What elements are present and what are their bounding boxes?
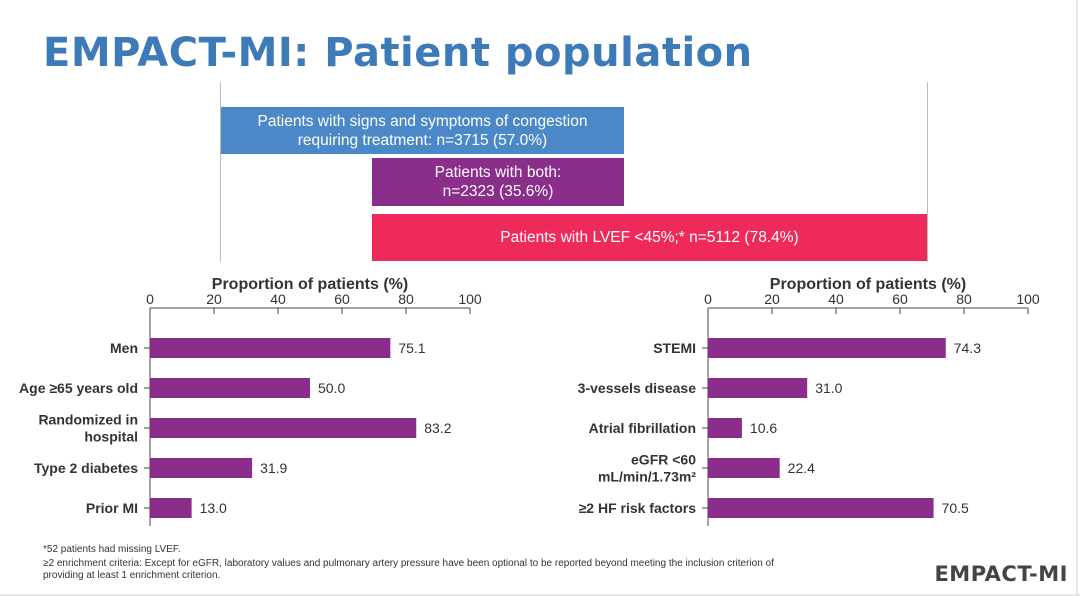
congestion-line-1: Patients with signs and symptoms of cong… — [257, 112, 588, 130]
right-category-label-line: Atrial fibrillation — [589, 420, 696, 436]
right-bar-chart: Proportion of patients (%) 0 20 40 60 80 100 7… — [540, 276, 1080, 526]
left-value-label: 13.0 — [200, 500, 227, 516]
right-tick-label: 100 — [1016, 291, 1040, 307]
left-category-label: Men — [110, 340, 138, 356]
left-category-label: Prior MI — [86, 500, 138, 516]
page-title: EMPACT-MI: Patient population — [43, 30, 753, 76]
left-chart-title: Proportion of patients (%) — [211, 276, 409, 293]
right-value-label: 10.6 — [750, 420, 777, 436]
brand-logo: EMPACT-MI — [934, 562, 1068, 586]
right-tick-label: 60 — [892, 291, 908, 307]
right-chart-title: Proportion of patients (%) — [769, 276, 967, 293]
left-category-label-line: Randomized in — [38, 412, 138, 428]
right-bar — [708, 498, 934, 518]
left-value-label: 50.0 — [318, 380, 345, 396]
right-bar — [708, 338, 946, 358]
right-tick-label: 0 — [704, 291, 712, 307]
right-category-label: eGFR <60 mL/min/1.73m² — [598, 452, 696, 485]
right-tick-label: 20 — [764, 291, 780, 307]
left-category-label: Age ≥65 years old — [19, 380, 138, 396]
right-category-label: 3-vessels disease — [578, 380, 697, 396]
footnote-enrichment-2: providing at least 1 enrichment criterio… — [43, 570, 221, 581]
left-category-label: Randomized in hospital — [38, 412, 138, 445]
left-value-label: 31.9 — [260, 460, 287, 476]
left-category-label-line: Age ≥65 years old — [19, 380, 138, 396]
right-value-label: 70.5 — [942, 500, 969, 516]
left-tick-label: 60 — [334, 291, 350, 307]
right-category-label: ≥2 HF risk factors — [579, 500, 697, 516]
both-population-box: Patients with both: n=2323 (35.6%) — [372, 158, 624, 206]
left-tick-label: 0 — [146, 291, 154, 307]
right-bar — [708, 458, 780, 478]
left-bar-chart: Proportion of patients (%) 0 20 40 60 80 100 7… — [0, 276, 540, 526]
right-tick-label: 80 — [956, 291, 972, 307]
right-value-label: 31.0 — [815, 380, 842, 396]
left-value-label: 83.2 — [424, 420, 451, 436]
right-category-label-line: ≥2 HF risk factors — [579, 500, 697, 516]
left-tick-label: 80 — [398, 291, 414, 307]
both-line-2: n=2323 (35.6%) — [442, 183, 554, 200]
right-category-label: STEMI — [653, 340, 696, 356]
right-category-label-line: STEMI — [653, 340, 696, 356]
left-category-label-line: Prior MI — [86, 500, 138, 516]
left-category-label: Type 2 diabetes — [34, 460, 138, 476]
lvef-population-box: Patients with LVEF <45%;* n=5112 (78.4%) — [372, 214, 927, 261]
left-category-label-line: Type 2 diabetes — [34, 460, 138, 476]
right-bar — [708, 418, 742, 438]
left-category-label-line: Men — [110, 340, 138, 356]
congestion-left-guide — [220, 82, 221, 262]
left-bar — [150, 498, 192, 518]
right-value-label: 22.4 — [788, 460, 815, 476]
right-tick-label: 40 — [828, 291, 844, 307]
slide-edge — [1076, 0, 1078, 596]
right-category-label-line: mL/min/1.73m² — [598, 469, 696, 485]
lvef-right-guide — [927, 82, 928, 262]
left-bar — [150, 338, 391, 358]
right-category-label: Atrial fibrillation — [589, 420, 696, 436]
congestion-line-2: requiring treatment: n=3715 (57.0%) — [297, 131, 548, 149]
left-tick-label: 40 — [270, 291, 286, 307]
right-category-label-line: 3-vessels disease — [578, 380, 697, 396]
left-value-label: 75.1 — [398, 340, 425, 356]
footnote-enrichment-1: ≥2 enrichment criteria: Except for eGFR,… — [43, 558, 774, 569]
left-chart-svg: 0 20 40 60 80 100 75.1 Men 50.0 Age ≥65 years old… — [19, 291, 482, 526]
right-chart-svg: 0 20 40 60 80 100 74.3 STEMI 31.0 3-vessels disea… — [578, 291, 1040, 526]
left-tick-label: 100 — [458, 291, 482, 307]
left-bar — [150, 418, 417, 438]
left-tick-label: 20 — [206, 291, 222, 307]
congestion-population-box: Patients with signs and symptoms of cong… — [221, 107, 624, 154]
left-bar — [150, 458, 253, 478]
both-line-1: Patients with both: — [434, 164, 562, 181]
slide-bottom-edge — [0, 594, 1080, 596]
left-bar — [150, 378, 310, 398]
right-value-label: 74.3 — [954, 340, 981, 356]
left-category-label-line: hospital — [84, 429, 138, 445]
right-category-label-line: eGFR <60 — [631, 452, 696, 468]
right-bar — [708, 378, 808, 398]
footnote-missing-lvef: *52 patients had missing LVEF. — [43, 544, 181, 555]
lvef-line-1: Patients with LVEF <45%;* n=5112 (78.4%) — [500, 229, 799, 246]
